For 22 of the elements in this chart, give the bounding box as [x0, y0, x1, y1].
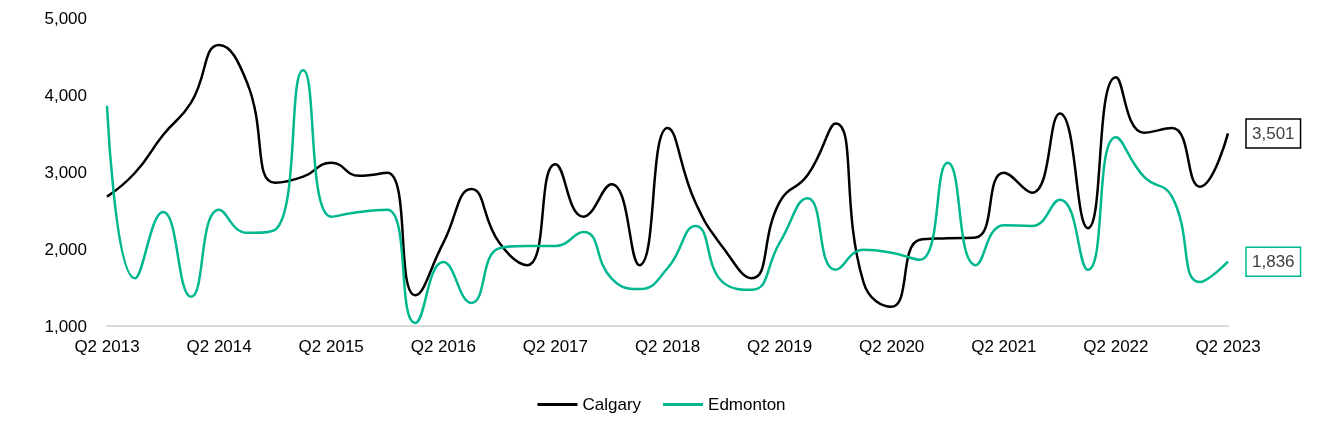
x-tick-label: Q2 2019 — [746, 337, 813, 356]
x-tick-label: Q2 2016 — [410, 337, 476, 356]
line-series — [105, 43, 1230, 308]
y-tick-label: 3,000 — [44, 162, 87, 182]
data-label: 1,836 — [1252, 252, 1295, 272]
legend-label: Calgary — [582, 395, 642, 414]
x-tick-label: Q2 2020 — [859, 337, 925, 356]
x-tick-label: Q2 2023 — [1195, 337, 1261, 356]
x-tick-label: Q2 2015 — [298, 337, 364, 356]
y-tick-label: 4,000 — [44, 85, 87, 105]
x-tick-label: Q2 2014 — [186, 337, 252, 356]
data-label: 3,501 — [1252, 123, 1295, 143]
y-tick-label: 1,000 — [44, 316, 87, 336]
legend-label: Edmonton — [708, 395, 786, 414]
x-tick-label: Q2 2021 — [971, 337, 1037, 356]
x-tick-label: Q2 2018 — [634, 337, 701, 356]
x-tick-label: Q2 2013 — [74, 337, 140, 356]
x-tick-label: Q2 2017 — [522, 337, 589, 356]
line-series — [105, 69, 1230, 325]
x-tick-label: Q2 2022 — [1083, 337, 1149, 356]
y-tick-label: 2,000 — [44, 239, 87, 259]
y-tick-label: 5,000 — [44, 8, 87, 28]
